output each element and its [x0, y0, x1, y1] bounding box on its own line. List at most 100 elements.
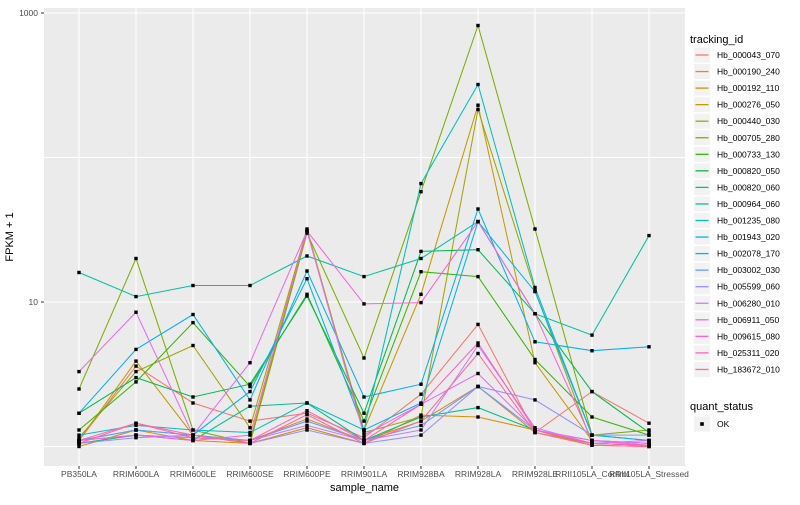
x-tick-label-RRIM928BA: RRIM928BA [397, 469, 445, 479]
data-point [248, 283, 252, 288]
data-point [590, 415, 594, 419]
data-point [77, 428, 81, 432]
data-point [476, 341, 480, 345]
data-point [476, 405, 480, 410]
x-tick-label-RRIM600LA: RRIM600LA [113, 469, 160, 479]
data-point [248, 441, 252, 446]
data-point [77, 433, 81, 437]
data-point [134, 436, 138, 440]
data-point [362, 356, 366, 360]
data-point [134, 294, 138, 299]
x-tick-label-RRII105LA_Stressed: RRII105LA_Stressed [609, 469, 689, 479]
data-point [77, 270, 81, 275]
data-point [305, 277, 309, 281]
data-point [305, 419, 309, 423]
y-axis-title: FPKM + 1 [4, 212, 16, 261]
data-point [248, 426, 252, 430]
data-point [476, 219, 480, 224]
data-point [134, 347, 138, 352]
x-axis-title: sample_name [330, 482, 399, 494]
legend-label-Hb_000820_060: Hb_000820_060 [717, 182, 780, 192]
data-point [476, 371, 480, 376]
data-point [647, 444, 651, 449]
data-point [134, 369, 138, 374]
data-point [77, 387, 81, 391]
data-point [134, 310, 138, 314]
data-point [476, 343, 480, 348]
data-point [533, 312, 537, 316]
data-point [647, 421, 651, 425]
legend-label-Hb_000820_050: Hb_000820_050 [717, 166, 780, 176]
data-point [419, 292, 423, 296]
data-point [77, 411, 81, 415]
data-point [77, 444, 81, 449]
legend-label-Hb_001943_020: Hb_001943_020 [717, 232, 780, 242]
data-point [647, 345, 651, 349]
data-point [305, 423, 309, 428]
data-point [419, 392, 423, 396]
data-point [191, 283, 195, 288]
data-point [248, 361, 252, 365]
data-point [419, 249, 423, 254]
legend-label-Hb_006280_010: Hb_006280_010 [717, 298, 780, 308]
data-point [362, 436, 366, 440]
data-point [248, 404, 252, 408]
data-point [590, 443, 594, 447]
data-point [590, 438, 594, 443]
data-point [248, 430, 252, 435]
data-point [533, 361, 537, 365]
data-point [77, 436, 81, 440]
data-point [419, 256, 423, 261]
data-point [134, 433, 138, 437]
data-point [134, 423, 138, 428]
data-point [362, 433, 366, 437]
data-point [362, 430, 366, 435]
data-point [590, 433, 594, 437]
data-point [362, 419, 366, 423]
data-point [476, 107, 480, 112]
data-point [476, 82, 480, 87]
data-point [134, 256, 138, 261]
data-point [476, 274, 480, 279]
data-point [191, 428, 195, 432]
data-point [362, 274, 366, 279]
data-point [191, 343, 195, 348]
data-point [248, 433, 252, 437]
legend-label-Hb_000190_240: Hb_000190_240 [717, 67, 780, 77]
data-point [419, 270, 423, 274]
data-point [533, 285, 537, 290]
y-tick-label-1000: 1000 [19, 8, 38, 18]
data-point [533, 398, 537, 402]
data-point [419, 181, 423, 186]
data-point [305, 229, 309, 233]
data-point [248, 382, 252, 386]
data-point [419, 382, 423, 386]
legend-title-tracking-id: tracking_id [690, 34, 743, 46]
data-point [191, 433, 195, 437]
legend-label-Hb_025311_020: Hb_025311_020 [717, 348, 780, 358]
data-point [134, 428, 138, 432]
x-tick-label-RRIM928LE: RRIM928LE [512, 469, 559, 479]
data-point [476, 322, 480, 327]
data-point [419, 419, 423, 423]
data-point [419, 415, 423, 419]
data-point [590, 349, 594, 353]
data-point [191, 401, 195, 405]
data-point [305, 269, 309, 273]
data-point [419, 413, 423, 417]
data-point [191, 436, 195, 440]
x-tick-label-RRII105LA_Control: RRII105LA_Control [555, 469, 629, 479]
data-point [305, 413, 309, 417]
data-point [134, 359, 138, 363]
legend-label-Hb_000192_110: Hb_000192_110 [717, 83, 780, 93]
legend-key-point-OK [700, 422, 704, 426]
data-point [590, 389, 594, 394]
legend-label-Hb_005599_060: Hb_005599_060 [717, 282, 780, 292]
data-point [476, 384, 480, 389]
data-point [419, 423, 423, 428]
data-point [647, 430, 651, 435]
data-point [248, 438, 252, 443]
legend-label-Hb_003002_030: Hb_003002_030 [717, 265, 780, 275]
data-point [191, 312, 195, 317]
data-point [362, 428, 366, 432]
